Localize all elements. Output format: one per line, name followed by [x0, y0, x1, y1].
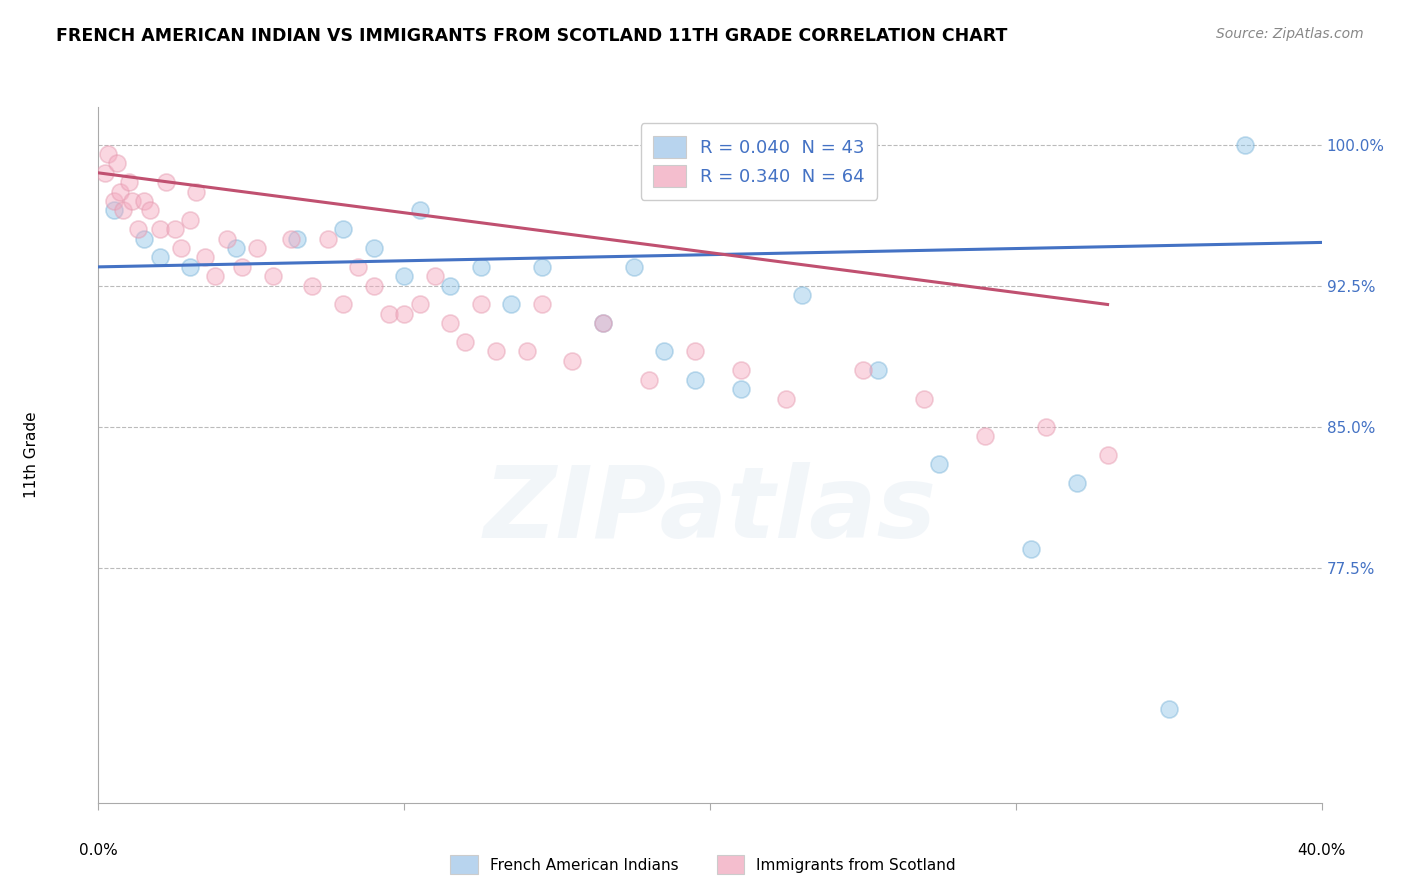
- Point: [683, 373, 706, 387]
- Point: [592, 316, 614, 330]
- Point: [730, 382, 752, 396]
- Point: [155, 175, 177, 189]
- Point: [93, 166, 115, 180]
- Point: [470, 260, 492, 274]
- Point: [332, 297, 354, 311]
- Point: [912, 392, 935, 406]
- Point: [928, 458, 950, 472]
- Point: [186, 185, 208, 199]
- Text: ZIPatlas: ZIPatlas: [484, 462, 936, 559]
- Point: [301, 278, 323, 293]
- Point: [408, 297, 430, 311]
- Point: [121, 194, 143, 208]
- Text: 11th Grade: 11th Grade: [24, 411, 38, 499]
- Point: [139, 203, 162, 218]
- Point: [134, 194, 156, 208]
- Point: [852, 363, 875, 377]
- Point: [170, 241, 193, 255]
- Point: [683, 344, 706, 359]
- Point: [105, 156, 128, 170]
- Point: [423, 269, 446, 284]
- Point: [775, 392, 797, 406]
- Point: [408, 203, 430, 218]
- Point: [1035, 419, 1057, 434]
- Point: [127, 222, 149, 236]
- Point: [149, 251, 172, 265]
- Point: [637, 373, 661, 387]
- Point: [454, 335, 477, 350]
- Point: [530, 260, 553, 274]
- Point: [730, 363, 752, 377]
- Text: FRENCH AMERICAN INDIAN VS IMMIGRANTS FROM SCOTLAND 11TH GRADE CORRELATION CHART: FRENCH AMERICAN INDIAN VS IMMIGRANTS FRO…: [56, 27, 1008, 45]
- Point: [592, 316, 614, 330]
- Point: [246, 241, 269, 255]
- Point: [1066, 476, 1088, 491]
- Point: [392, 269, 416, 284]
- Point: [316, 232, 339, 246]
- Point: [194, 251, 217, 265]
- Point: [485, 344, 508, 359]
- Point: [378, 307, 401, 321]
- Point: [1234, 137, 1257, 152]
- Point: [332, 222, 354, 236]
- Point: [363, 241, 385, 255]
- Point: [790, 288, 813, 302]
- Point: [1157, 702, 1180, 716]
- Point: [179, 260, 201, 274]
- Point: [1019, 541, 1042, 556]
- Point: [501, 297, 523, 311]
- Text: 40.0%: 40.0%: [1298, 843, 1346, 858]
- Point: [97, 147, 120, 161]
- Legend: R = 0.040  N = 43, R = 0.340  N = 64: R = 0.040 N = 43, R = 0.340 N = 64: [641, 123, 877, 200]
- Point: [231, 260, 253, 274]
- Point: [974, 429, 997, 443]
- Point: [111, 203, 134, 218]
- Point: [516, 344, 538, 359]
- Point: [204, 269, 226, 284]
- Point: [285, 232, 308, 246]
- Point: [225, 241, 247, 255]
- Point: [134, 232, 156, 246]
- Point: [103, 194, 125, 208]
- Legend: French American Indians, Immigrants from Scotland: French American Indians, Immigrants from…: [444, 849, 962, 880]
- Point: [149, 222, 172, 236]
- Point: [392, 307, 416, 321]
- Point: [1097, 448, 1119, 462]
- Point: [652, 344, 675, 359]
- Point: [262, 269, 284, 284]
- Point: [118, 175, 141, 189]
- Text: Source: ZipAtlas.com: Source: ZipAtlas.com: [1216, 27, 1364, 41]
- Point: [108, 185, 131, 199]
- Point: [280, 232, 302, 246]
- Point: [561, 354, 583, 368]
- Point: [363, 278, 385, 293]
- Point: [868, 363, 890, 377]
- Point: [439, 316, 461, 330]
- Point: [347, 260, 370, 274]
- Point: [623, 260, 645, 274]
- Point: [215, 232, 238, 246]
- Text: 0.0%: 0.0%: [79, 843, 118, 858]
- Point: [470, 297, 492, 311]
- Point: [439, 278, 461, 293]
- Point: [179, 212, 201, 227]
- Point: [103, 203, 125, 218]
- Point: [163, 222, 186, 236]
- Point: [530, 297, 553, 311]
